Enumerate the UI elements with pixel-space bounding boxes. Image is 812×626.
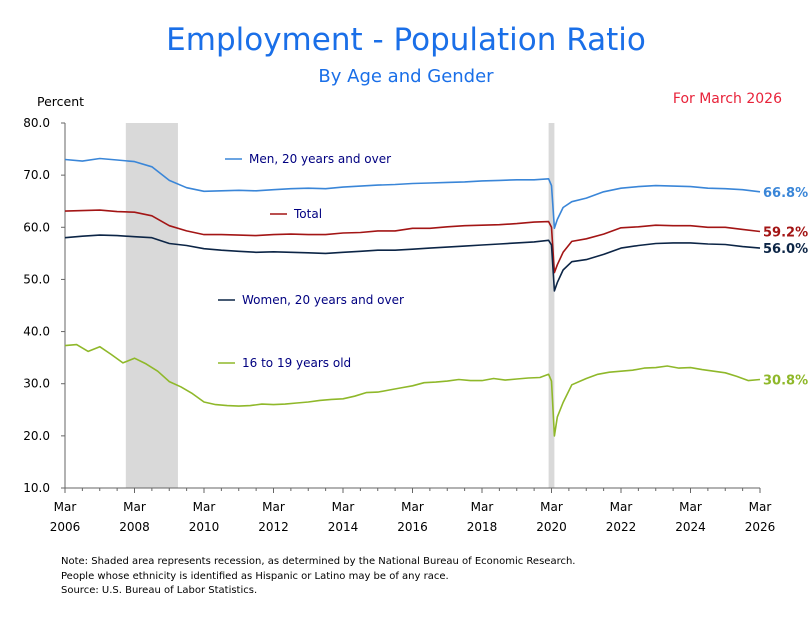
x-tick-year-label: 2016 — [397, 520, 428, 534]
x-tick-month-label: Mar — [54, 500, 77, 514]
legend-label-1: Men, 20 years and over — [249, 152, 391, 166]
recession-band-1 — [548, 123, 555, 488]
x-tick-month-label: Mar — [262, 500, 285, 514]
footnotes: Note: Shaded area represents recession, … — [61, 555, 575, 599]
x-tick-month-label: Mar — [471, 500, 494, 514]
x-tick-year-label: 2012 — [258, 520, 289, 534]
x-tick-year-label: 2022 — [606, 520, 637, 534]
recession-band-0 — [125, 123, 178, 488]
x-tick-month-label: Mar — [123, 500, 146, 514]
x-tick-month-label: Mar — [679, 500, 702, 514]
y-tick-label: 20.0 — [23, 429, 50, 443]
series-end-value-2: 59.2% — [763, 225, 808, 240]
chart-title: Employment - Population Ratio — [166, 22, 646, 58]
x-tick-year-label: 2008 — [119, 520, 150, 534]
x-tick-year-label: 2018 — [467, 520, 498, 534]
y-tick-label: 40.0 — [23, 325, 50, 339]
x-tick-year-label: 2024 — [675, 520, 706, 534]
x-tick-month-label: Mar — [610, 500, 633, 514]
legend-label-2: Total — [293, 207, 322, 221]
series-line-4 — [64, 343, 761, 437]
y-tick-label: 50.0 — [23, 272, 50, 286]
x-tick-year-label: 2010 — [189, 520, 220, 534]
x-tick-month-label: Mar — [540, 500, 563, 514]
series-line-1 — [64, 157, 761, 230]
x-tick-year-label: 2006 — [50, 520, 81, 534]
reference-date-label: For March 2026 — [672, 91, 782, 107]
footnote-source: Source: U.S. Bureau of Labor Statistics. — [61, 585, 258, 596]
series-end-value-1: 66.8% — [763, 186, 808, 201]
x-tick-year-label: 2020 — [536, 520, 567, 534]
x-tick-month-label: Mar — [332, 500, 355, 514]
footnote-ethnicity: People whose ethnicity is identified as … — [61, 570, 449, 582]
footnote-recession: Note: Shaded area represents recession, … — [61, 556, 576, 567]
legend-label-4: 16 to 19 years old — [242, 356, 351, 370]
series-line-2 — [64, 209, 761, 274]
series-end-value-3: 56.0% — [763, 242, 808, 257]
chart-subtitle: By Age and Gender — [318, 66, 494, 87]
legend-label-3: Women, 20 years and over — [242, 293, 404, 307]
y-tick-label: 70.0 — [23, 168, 50, 182]
x-tick-month-label: Mar — [401, 500, 424, 514]
y-axis-label: Percent — [37, 94, 85, 109]
y-tick-label: 30.0 — [23, 377, 50, 391]
y-tick-label: 10.0 — [23, 481, 50, 495]
y-tick-label: 80.0 — [23, 116, 50, 130]
x-tick-year-label: 2014 — [328, 520, 359, 534]
x-tick-month-label: Mar — [749, 500, 772, 514]
series-end-value-4: 30.8% — [763, 374, 808, 389]
series-line-3 — [64, 234, 761, 292]
x-tick-month-label: Mar — [193, 500, 216, 514]
x-tick-year-label: 2026 — [745, 520, 776, 534]
y-tick-label: 60.0 — [23, 220, 50, 234]
